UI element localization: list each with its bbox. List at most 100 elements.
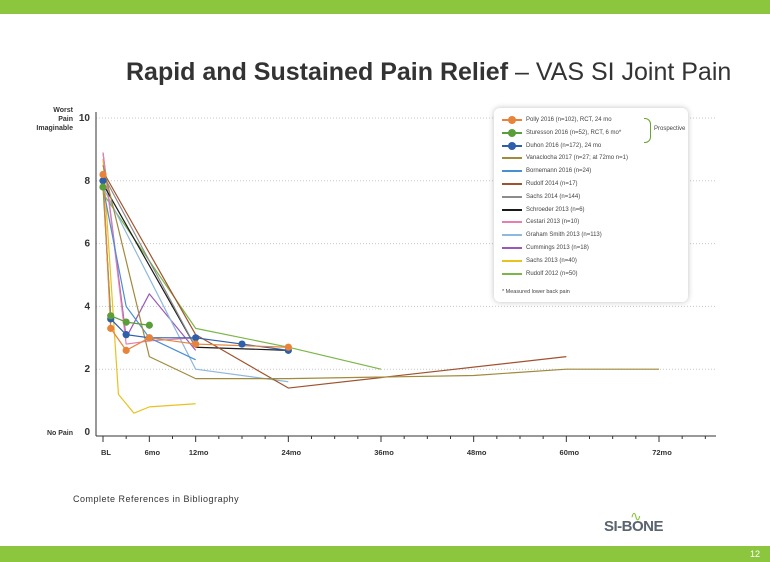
legend-item-6: Sachs 2014 (n=144) bbox=[502, 192, 580, 202]
legend-item-2: Duhon 2016 (n=172), 24 mo bbox=[502, 141, 601, 151]
series-1-point-3 bbox=[145, 321, 153, 329]
series-0-point-0 bbox=[99, 170, 107, 179]
slide-title-bold: Rapid and Sustained Pain Relief bbox=[126, 58, 509, 86]
top-accent-bar bbox=[0, 0, 770, 14]
series-line-6 bbox=[102, 174, 197, 348]
series-2-point-4 bbox=[192, 334, 200, 342]
y-annotation-1-line-0: No Pain bbox=[47, 430, 73, 437]
legend-item-4: Bornemann 2016 (n=24) bbox=[502, 166, 591, 176]
legend-label-2: Duhon 2016 (n=172), 24 mo bbox=[526, 142, 602, 149]
legend-swatch-line-6 bbox=[502, 195, 522, 198]
legend-item-5: Rudolf 2014 (n=17) bbox=[502, 179, 578, 189]
series-0-point-5 bbox=[284, 343, 292, 351]
legend-swatch-line-11 bbox=[502, 259, 522, 262]
legend-swatch-5 bbox=[502, 179, 522, 189]
legend-item-8: Cestari 2013 (n=10) bbox=[502, 217, 579, 227]
legend-swatch-1 bbox=[502, 128, 522, 138]
legend-item-0: Polly 2016 (n=102), RCT, 24 mo bbox=[502, 115, 612, 125]
legend-swatch-dot-1 bbox=[508, 128, 516, 137]
logo-text: SI-BONE bbox=[604, 518, 664, 535]
legend-label-5: Rudolf 2014 (n=17) bbox=[526, 181, 578, 187]
y-tick-label-4: 4 bbox=[84, 301, 90, 312]
prospective-label: Prospective bbox=[654, 126, 686, 132]
legend-label-7: Schroeder 2013 (n=6) bbox=[526, 206, 585, 213]
y-tick-label-6: 6 bbox=[84, 239, 90, 250]
legend-swatch-line-12 bbox=[502, 272, 522, 275]
legend-swatch-line-8 bbox=[502, 221, 522, 224]
series-0-point-4 bbox=[192, 340, 200, 348]
slide-title-light: – VAS SI Joint Pain bbox=[508, 58, 732, 86]
legend-swatch-line-4 bbox=[502, 170, 522, 173]
legend-swatch-9 bbox=[502, 230, 522, 240]
si-bone-logo: ∿ SI-BONE bbox=[604, 508, 664, 535]
legend-swatch-dot-0 bbox=[508, 116, 516, 124]
legend-item-1: Sturesson 2016 (n=52), RCT, 6 mo* bbox=[502, 128, 621, 138]
y-tick-label-10: 10 bbox=[79, 113, 91, 124]
legend-label-1: Sturesson 2016 (n=52), RCT, 6 mo* bbox=[526, 129, 622, 136]
y-tick-label-0: 0 bbox=[84, 427, 90, 438]
y-tick-label-2: 2 bbox=[84, 364, 90, 375]
page-number: 12 bbox=[749, 549, 760, 559]
slide-title: Rapid and Sustained Pain Relief – VAS SI… bbox=[126, 58, 731, 87]
legend-swatch-line-3 bbox=[502, 157, 522, 160]
series-line-8 bbox=[102, 152, 196, 345]
x-tick-label-0: BL bbox=[101, 448, 111, 457]
x-tick-label-60: 60mo bbox=[560, 448, 580, 457]
series-0-point-2 bbox=[122, 346, 130, 354]
legend-item-3: Vanaclocha 2017 (n=27; at 72mo n=1) bbox=[502, 153, 628, 163]
series-2-point-0 bbox=[99, 177, 107, 185]
legend-label-6: Sachs 2014 (n=144) bbox=[526, 193, 581, 200]
legend-label-4: Bornemann 2016 (n=24) bbox=[526, 168, 592, 175]
series-0-point-3 bbox=[145, 334, 153, 342]
legend-note: * Measured lower back pain bbox=[502, 289, 570, 295]
x-tick-label-72: 72mo bbox=[652, 448, 672, 457]
bibliography-footnote: Complete References in Bibliography bbox=[73, 494, 240, 504]
legend-item-11: Sachs 2013 (n=40) bbox=[502, 256, 577, 266]
legend-swatch-11 bbox=[502, 256, 522, 266]
x-tick-label-36: 36mo bbox=[374, 448, 394, 457]
legend-swatch-12 bbox=[502, 269, 522, 279]
series-line-0 bbox=[102, 174, 289, 351]
legend-swatch-line-7 bbox=[502, 208, 522, 211]
legend-item-7: Schroeder 2013 (n=6) bbox=[502, 205, 585, 215]
logo-swoosh-icon: ∿ bbox=[630, 508, 642, 524]
y-annotation-0-line-1: Pain bbox=[58, 116, 73, 123]
legend-label-0: Polly 2016 (n=102), RCT, 24 mo bbox=[526, 117, 612, 123]
legend-swatch-line-5 bbox=[502, 183, 522, 185]
series-line-9 bbox=[102, 186, 289, 383]
series-line-4 bbox=[102, 186, 196, 361]
legend-item-10: Cummings 2013 (n=18) bbox=[502, 243, 589, 253]
legend-swatch-6 bbox=[502, 192, 522, 202]
series-2-point-2 bbox=[122, 331, 130, 339]
legend-swatch-line-9 bbox=[502, 234, 522, 237]
legend-swatch-10 bbox=[502, 243, 522, 253]
bottom-accent-bar: 12 bbox=[0, 546, 770, 562]
prospective-brace bbox=[644, 118, 651, 143]
legend-swatch-8 bbox=[502, 217, 522, 227]
series-1-point-1 bbox=[107, 312, 115, 320]
series-1-point-0 bbox=[99, 183, 107, 191]
legend-label-9: Graham Smith 2013 (n=113) bbox=[526, 232, 602, 239]
legend-swatch-7 bbox=[502, 205, 522, 215]
legend-swatch-3 bbox=[502, 153, 522, 163]
legend-swatch-2 bbox=[502, 141, 522, 151]
x-tick-label-24: 24mo bbox=[282, 448, 302, 457]
series-2-point-5 bbox=[238, 340, 246, 348]
x-tick-label-6: 6mo bbox=[145, 448, 161, 457]
legend-label-3: Vanaclocha 2017 (n=27; at 72mo n=1) bbox=[526, 155, 628, 162]
x-tick-label-12: 12mo bbox=[189, 448, 209, 457]
legend-swatch-0 bbox=[502, 115, 522, 125]
series-line-3 bbox=[102, 164, 659, 380]
legend-swatch-4 bbox=[502, 166, 522, 176]
y-tick-label-8: 8 bbox=[84, 176, 90, 187]
legend-swatch-line-10 bbox=[502, 247, 522, 249]
series-line-5 bbox=[102, 171, 567, 389]
series-0-point-1 bbox=[107, 324, 115, 332]
legend-label-8: Cestari 2013 (n=10) bbox=[526, 219, 580, 226]
legend-item-12: Rudolf 2012 (n=50) bbox=[502, 269, 578, 279]
series-line-2 bbox=[102, 180, 289, 351]
series-line-7 bbox=[102, 183, 289, 351]
legend-label-10: Cummings 2013 (n=18) bbox=[526, 245, 589, 251]
y-annotation-0-line-2: Imaginable bbox=[36, 125, 73, 132]
x-tick-label-48: 48mo bbox=[467, 448, 487, 457]
